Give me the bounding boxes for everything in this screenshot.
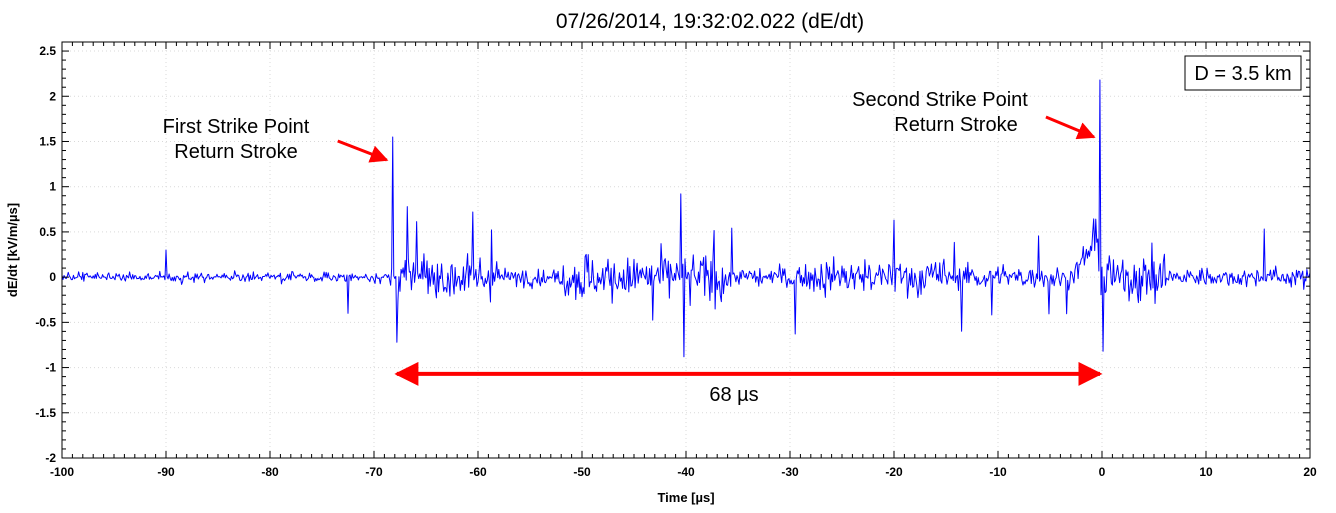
second-strike-label-line2: Return Stroke	[894, 114, 1017, 136]
first-strike-label-line2: Return Stroke	[174, 141, 297, 163]
x-tick-label: -100	[50, 465, 74, 479]
x-tick-label: -40	[677, 465, 695, 479]
x-tick-label: -90	[157, 465, 175, 479]
y-tick-label: 1.5	[39, 134, 56, 148]
distance-label: D = 3.5 km	[1194, 63, 1291, 85]
first-strike-label-line1: First Strike Point	[163, 116, 310, 138]
y-axis-label: dE/dt [kV/m/µs]	[5, 203, 20, 297]
x-tick-label: -80	[261, 465, 279, 479]
y-tick-label: -1	[45, 361, 56, 375]
x-tick-label: 20	[1303, 465, 1317, 479]
y-tick-label: 2	[49, 89, 56, 103]
x-tick-label: 0	[1099, 465, 1106, 479]
x-tick-label: -50	[573, 465, 591, 479]
x-tick-label: -20	[885, 465, 903, 479]
x-axis-label: Time [µs]	[657, 490, 714, 505]
second-strike-label-line1: Second Strike Point	[852, 89, 1028, 111]
y-tick-label: 2.5	[39, 44, 56, 58]
y-tick-label: 0	[49, 270, 56, 284]
axis-ticks: -100 -90 -80 -70 -60 -50 -40 -30 -20 -10 0 10 20-2-1…	[35, 42, 1317, 479]
interval-label: 68 µs	[709, 384, 758, 406]
x-tick-label: -70	[365, 465, 383, 479]
x-tick-label: -60	[469, 465, 487, 479]
y-tick-label: 0.5	[39, 225, 56, 239]
y-tick-label: 1	[49, 180, 56, 194]
x-tick-label: 10	[1199, 465, 1213, 479]
second-strike-pointer-arrow	[1046, 117, 1094, 137]
first-strike-pointer-arrow	[338, 141, 387, 160]
y-tick-label: -0.5	[35, 315, 56, 329]
chart-title: 07/26/2014, 19:32:02.022 (dE/dt)	[556, 10, 864, 33]
grid	[62, 42, 1310, 458]
x-tick-label: -30	[781, 465, 799, 479]
y-tick-label: -1.5	[35, 406, 56, 420]
x-tick-label: -10	[989, 465, 1007, 479]
y-tick-label: -2	[45, 451, 56, 465]
